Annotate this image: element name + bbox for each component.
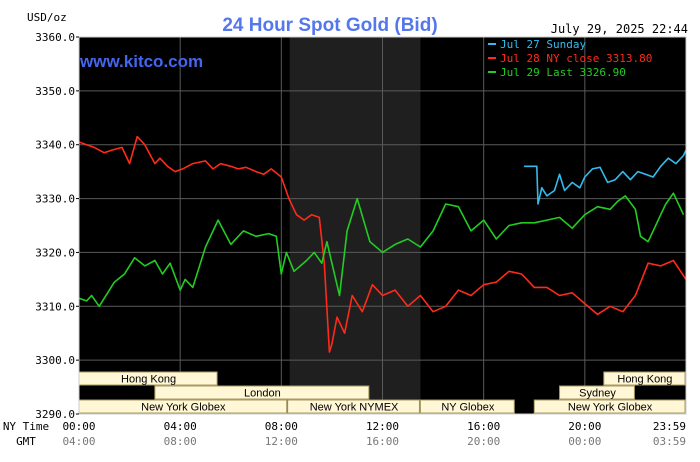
x-tick-label-ny: 23:59 — [653, 420, 686, 433]
legend-entry: Jul 29 Last 3326.90 — [500, 66, 626, 79]
series-line — [78, 135, 687, 353]
y-tick-label: 3360.0 — [35, 31, 75, 44]
session-label: NY Globex — [441, 402, 494, 414]
session-box — [559, 385, 635, 400]
x-tick-label-ny: 20:00 — [568, 420, 601, 433]
y-tick-label: 3290.0 — [35, 408, 75, 421]
y-axis-unit: USD/oz — [27, 11, 67, 24]
y-tick-label: 3340.0 — [35, 139, 75, 152]
series-line — [78, 192, 685, 308]
x-tick-label-gmt: 04:00 — [62, 435, 95, 448]
y-tick-label: 3310.0 — [35, 300, 75, 313]
x-tick-label-gmt: 20:00 — [467, 435, 500, 448]
session-label: New York Globex — [568, 402, 653, 414]
x-tick-label-ny: 08:00 — [265, 420, 298, 433]
nymex-session-shade — [289, 37, 421, 414]
legend-entry: Jul 27 Sunday — [500, 38, 586, 51]
trading-sessions: Hong Kong London New York Globex New York N… — [78, 371, 686, 414]
x-tick-label-gmt: 16:00 — [366, 435, 399, 448]
x-axis-ticks: 00:00 04:00 04:00 08:00 08:00 12:00 12:00 16:00… — [62, 420, 686, 448]
session-box — [419, 399, 515, 414]
series-line — [524, 149, 687, 205]
x-tick-label-gmt: 12:00 — [265, 435, 298, 448]
grid-lines — [79, 37, 686, 414]
timestamp: July 29, 2025 22:44 — [551, 22, 688, 36]
ny-time-row-label: NY Time — [3, 420, 49, 433]
x-tick-label-gmt: 00:00 — [568, 435, 601, 448]
session-box — [533, 399, 686, 414]
plot-border — [78, 36, 687, 415]
session-label: London — [244, 388, 281, 400]
y-tick-label: 3300.0 — [35, 354, 75, 367]
gmt-row-label: GMT — [16, 435, 36, 448]
y-tick-label: 3350.0 — [35, 85, 75, 98]
y-tick-label: 3320.0 — [35, 246, 75, 259]
series-lines — [78, 135, 687, 353]
session-label: New York Globex — [141, 402, 226, 414]
y-axis-ticks: 3360.0 3350.0 3340.0 3330.0 3320.0 3310.0 3300… — [35, 31, 79, 421]
watermark-text: www.kitco.com — [79, 52, 203, 71]
x-tick-label-ny: 16:00 — [467, 420, 500, 433]
x-tick-label-ny: 00:00 — [62, 420, 95, 433]
y-tick-label: 3330.0 — [35, 193, 75, 206]
session-label: Hong Kong — [617, 374, 672, 386]
session-label: New York NYMEX — [310, 402, 399, 414]
session-box — [154, 385, 370, 400]
session-label: Sydney — [579, 388, 616, 400]
x-tick-label-ny: 12:00 — [366, 420, 399, 433]
session-label: Hong Kong — [121, 374, 176, 386]
x-tick-label-ny: 04:00 — [164, 420, 197, 433]
legend-entry: Jul 28 NY close 3313.80 — [500, 52, 652, 65]
session-box — [603, 371, 686, 386]
x-tick-label-gmt: 03:59 — [653, 435, 686, 448]
x-tick-label-gmt: 08:00 — [164, 435, 197, 448]
session-box — [287, 399, 420, 414]
chart-title: 24 Hour Spot Gold (Bid) — [222, 15, 437, 36]
